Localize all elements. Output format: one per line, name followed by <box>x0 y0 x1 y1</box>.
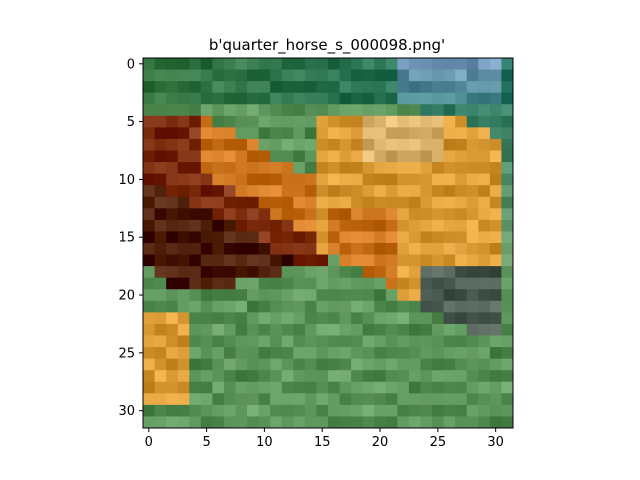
y-tick-label: 30 <box>118 404 135 419</box>
x-tick-label: 20 <box>372 435 389 450</box>
x-tick-label: 30 <box>487 435 504 450</box>
x-tick-label: 15 <box>314 435 331 450</box>
y-axis-ticks: 0 5 10 15 20 25 30 <box>118 57 143 419</box>
y-tick-label: 20 <box>118 289 135 304</box>
y-tick-label: 5 <box>127 115 135 130</box>
y-tick-label: 15 <box>118 231 135 246</box>
y-tick-label: 0 <box>127 57 135 72</box>
x-tick-label: 10 <box>256 435 273 450</box>
x-tick-label: 25 <box>430 435 447 450</box>
figure-title: b'quarter_horse_s_000098.png' <box>209 36 445 55</box>
x-tick-label: 0 <box>145 435 153 450</box>
x-tick-label: 5 <box>202 435 210 450</box>
axes-frame <box>142 57 514 429</box>
x-axis-ticks: 0 5 10 15 20 25 30 <box>145 428 504 450</box>
y-tick-label: 25 <box>118 346 135 361</box>
pixelated-horse-image <box>143 58 514 429</box>
y-tick-label: 10 <box>118 173 135 188</box>
